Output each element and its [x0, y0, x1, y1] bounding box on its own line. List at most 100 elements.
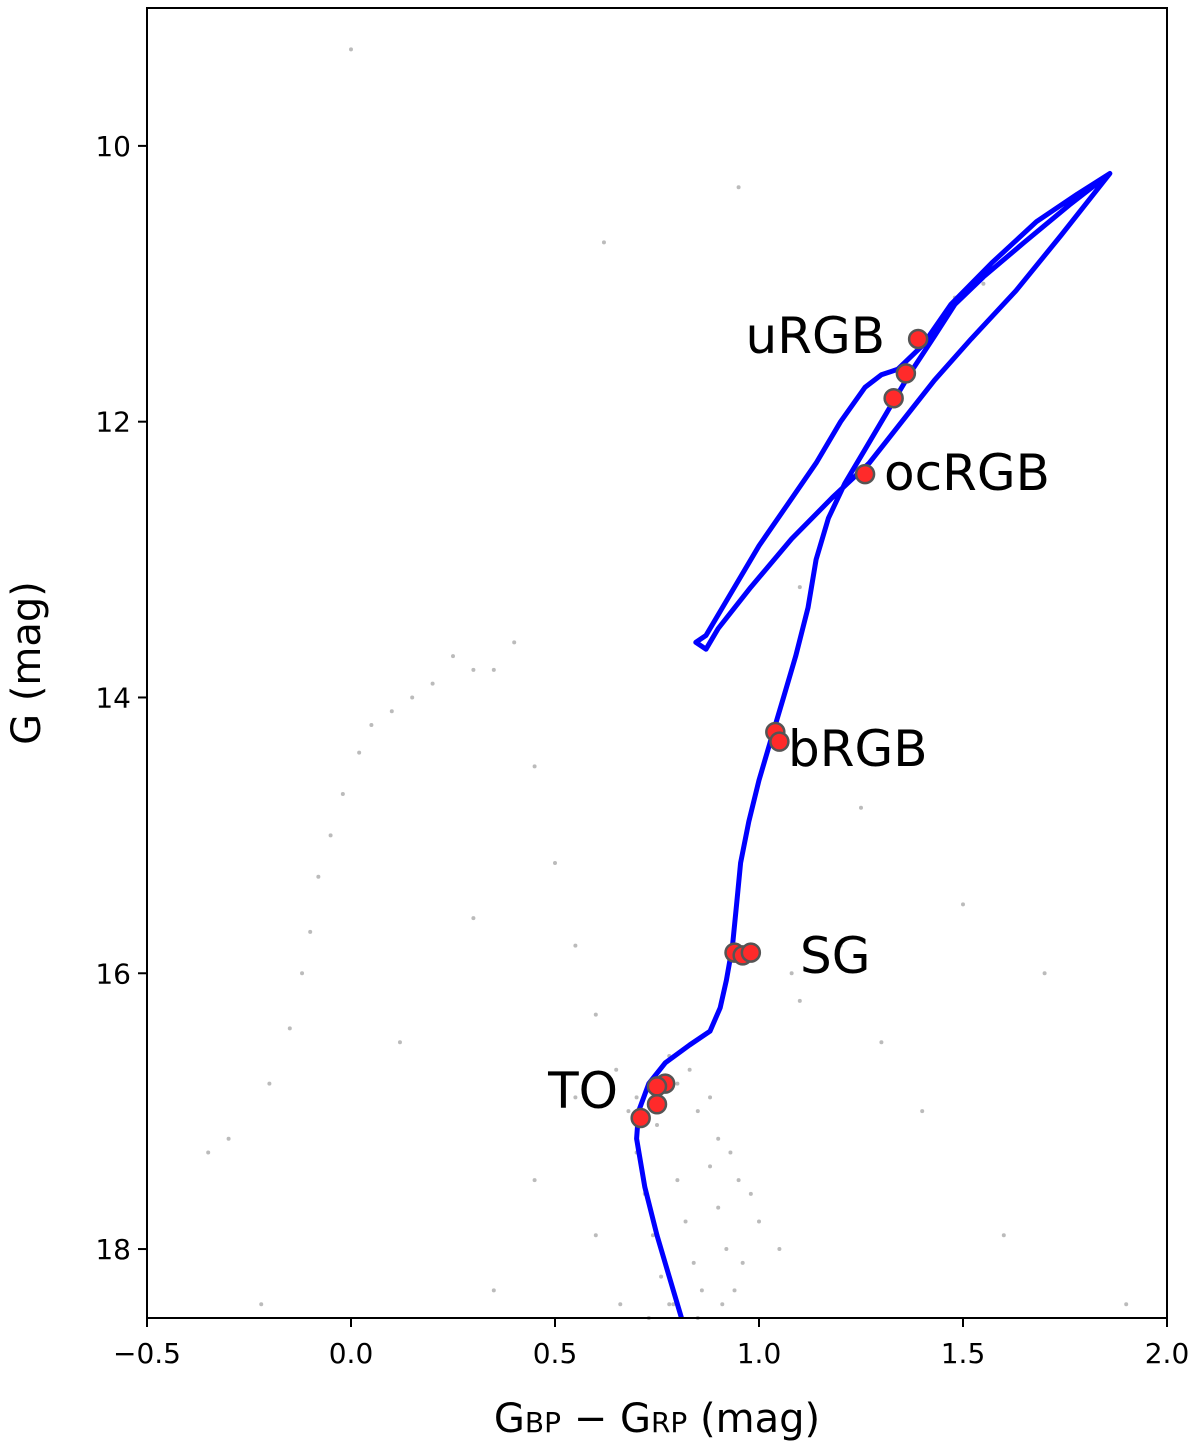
- x-tick-label: 0.0: [329, 1337, 374, 1370]
- star: [646, 1094, 668, 1115]
- field-star: [716, 1136, 721, 1141]
- annotation: uRGB: [746, 307, 885, 365]
- x-label-part: (mag): [687, 1396, 820, 1442]
- field-star: [328, 833, 333, 838]
- y-tick-label: 16: [95, 957, 131, 990]
- field-star: [879, 1040, 884, 1045]
- field-star: [573, 1095, 578, 1100]
- star: [740, 942, 762, 963]
- annotation: TO: [547, 1062, 618, 1120]
- field-star: [687, 1067, 692, 1072]
- star: [907, 328, 929, 350]
- field-star: [471, 916, 476, 921]
- annotation: bRGB: [788, 720, 928, 778]
- field-star: [532, 1178, 537, 1183]
- field-star: [708, 1095, 713, 1100]
- plot-frame: [146, 7, 1168, 1319]
- x-label-sub: RP: [651, 1406, 687, 1439]
- field-star: [300, 971, 305, 976]
- field-star: [601, 240, 606, 245]
- field-star: [736, 185, 741, 190]
- field-star: [593, 1233, 598, 1238]
- field-star: [699, 1288, 704, 1293]
- star: [895, 363, 917, 384]
- annotation: ocRGB: [884, 444, 1050, 502]
- y-axis-label: G (mag): [4, 581, 50, 745]
- isochrone: [634, 171, 1113, 1319]
- field-star: [614, 1067, 619, 1072]
- star: [854, 463, 876, 485]
- field-star: [981, 281, 986, 286]
- field-star: [797, 585, 802, 590]
- field-star: [1124, 1302, 1129, 1307]
- y-tick-label: 18: [95, 1233, 131, 1266]
- field-star: [757, 1219, 761, 1224]
- annotation: SG: [800, 927, 870, 985]
- field-star: [397, 1040, 402, 1045]
- star: [630, 1107, 651, 1129]
- field-star: [532, 764, 537, 769]
- field-star: [593, 1012, 598, 1017]
- field-star: [740, 1260, 745, 1265]
- field-star: [626, 1109, 631, 1114]
- field-star: [316, 874, 321, 879]
- field-star: [340, 792, 345, 796]
- field-star: [491, 1288, 496, 1293]
- field-star: [650, 1233, 655, 1238]
- field-star: [859, 805, 863, 810]
- field-star: [512, 640, 517, 645]
- field-star: [838, 943, 843, 948]
- x-tick-label: 1.5: [941, 1337, 986, 1370]
- field-star: [732, 1288, 737, 1293]
- field-star: [797, 998, 802, 1003]
- x-label-part: −: [561, 1396, 620, 1442]
- field-star: [369, 723, 374, 728]
- field-star: [259, 1302, 264, 1307]
- field-star: [675, 1081, 680, 1086]
- field-star: [691, 1260, 696, 1265]
- field-star: [573, 943, 578, 948]
- field-star: [720, 1302, 725, 1307]
- field-star: [655, 1122, 659, 1127]
- field-star: [1042, 971, 1047, 976]
- x-tick-label: −0.5: [113, 1337, 181, 1370]
- field-star: [667, 1302, 672, 1307]
- field-star: [961, 902, 965, 907]
- field-star: [618, 1302, 623, 1307]
- field-star: [716, 1205, 721, 1210]
- x-label-sub: BP: [525, 1406, 561, 1439]
- field-star: [287, 1026, 292, 1031]
- field-star: [920, 1109, 925, 1114]
- y-tick-label: 10: [95, 130, 131, 163]
- field-star: [491, 667, 496, 672]
- field-star: [410, 695, 415, 700]
- field-star: [389, 709, 394, 714]
- field-star: [553, 860, 557, 865]
- field-star: [659, 1274, 664, 1279]
- x-tick-label: 0.5: [533, 1337, 578, 1370]
- field-star: [789, 971, 794, 976]
- field-star: [357, 750, 362, 755]
- field-star: [226, 1136, 231, 1141]
- x-label-part: G: [494, 1396, 525, 1442]
- field-star: [430, 681, 435, 686]
- field-star: [748, 1191, 753, 1196]
- y-tick-label: 14: [95, 681, 131, 714]
- field-star: [708, 1164, 713, 1169]
- field-star: [683, 1219, 688, 1224]
- field-star: [695, 1109, 700, 1114]
- field-star: [267, 1081, 272, 1086]
- star: [646, 1076, 668, 1097]
- field-star: [451, 654, 455, 659]
- field-star: [724, 1247, 729, 1252]
- x-tick-label: 2.0: [1145, 1337, 1190, 1370]
- field-star: [634, 1095, 639, 1100]
- y-tick-label: 12: [95, 406, 131, 439]
- field-star: [349, 47, 353, 52]
- field-star: [471, 667, 476, 672]
- field-star: [675, 1178, 680, 1183]
- x-tick-label: 1.0: [737, 1337, 782, 1370]
- field-star: [777, 1247, 782, 1252]
- field-star: [1001, 1233, 1006, 1238]
